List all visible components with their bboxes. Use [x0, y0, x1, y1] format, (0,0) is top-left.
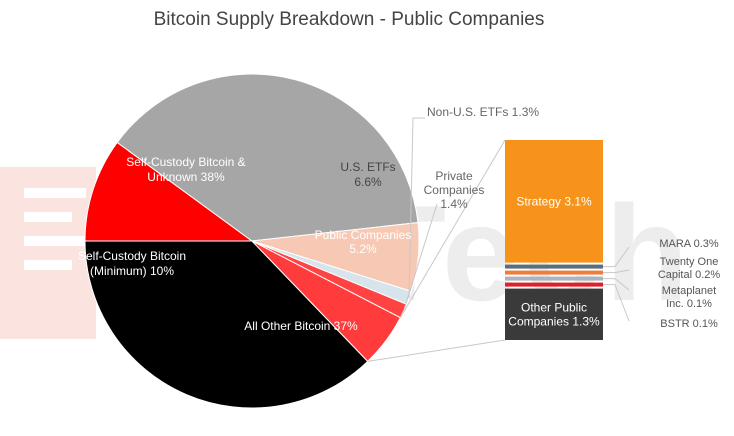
label-self-custody-unknown: Self-Custody Bitcoin & Unknown 38% [126, 155, 245, 184]
leader-line-twenty-one-capital [603, 269, 630, 274]
watermark-logo-stripe [24, 236, 86, 246]
label-bar-strategy-line: Strategy 3.1% [516, 194, 592, 208]
bar-segment-strategy [505, 140, 603, 263]
label-us-etfs-line: U.S. ETFs [340, 160, 395, 174]
leader-line-non-us-etfs [408, 117, 425, 298]
bar-segment-mara [505, 264, 603, 269]
chart-title: Bitcoin Supply Breakdown - Public Compan… [154, 9, 545, 30]
pie-slices [84, 73, 420, 409]
connector-lines [367, 117, 630, 362]
label-public-companies-line: 5.2% [349, 242, 377, 256]
bar-segment-other-public-companies [505, 288, 603, 340]
label-public-companies-line: Public Companies [315, 228, 412, 242]
label-all-other-bitcoin: All Other Bitcoin 37% [244, 319, 358, 333]
label-private-companies: Private Companies 1.4% [424, 169, 485, 211]
pie-slice-self-custody-bitcoin-unknown [116, 73, 419, 242]
label-bar-bstr-line: BSTR 0.1% [660, 318, 718, 330]
watermark-logo-stripe [24, 260, 72, 270]
label-private-companies-line: Private [435, 169, 473, 183]
watermark-logo-stripe [24, 212, 72, 222]
pie-slice-all-other-bitcoin [84, 240, 369, 409]
label-non-us-etfs: Non-U.S. ETFs 1.3% [427, 105, 539, 119]
breakdown-bar [505, 140, 603, 340]
bar-segment-bstr [505, 282, 603, 287]
label-bar-twenty-one-capital-line: Capital 0.2% [658, 269, 721, 281]
label-non-us-etfs-line: Non-U.S. ETFs 1.3% [427, 105, 539, 119]
label-bar-other-public-companies-line: Other Public [521, 300, 587, 314]
label-bar-metaplanet-inc-line: Inc. 0.1% [666, 298, 712, 310]
leader-line-private-companies [403, 203, 438, 312]
label-bar-strategy: Strategy 3.1% [516, 194, 592, 208]
label-bar-other-public-companies: Other Public Companies 1.3% [508, 300, 600, 328]
label-bar-other-public-companies-line: Companies 1.3% [508, 314, 600, 328]
label-public-companies: Public Companies 5.2% [315, 228, 412, 256]
label-us-etfs-line: 6.6% [354, 175, 382, 189]
label-bar-metaplanet-inc-line: Metaplanet [662, 285, 716, 297]
breakdown-connector-bottom [367, 339, 506, 362]
label-self-custody-unknown-line: Self-Custody Bitcoin & [126, 155, 245, 169]
bar-segment-twenty-one-capital [505, 270, 603, 275]
chart-labels: Self-Custody Bitcoin & Unknown 38%Self-Cu… [78, 105, 720, 333]
pie-slice-self-custody-bitcoin-minimum [84, 141, 254, 242]
label-all-other-bitcoin-line: All Other Bitcoin 37% [244, 319, 358, 333]
label-bar-twenty-one-capital: Twenty One Capital 0.2% [658, 256, 721, 281]
label-private-companies-line: 1.4% [440, 197, 468, 211]
watermark-logo-stripe [24, 188, 86, 198]
leader-line-metaplanet-inc [603, 278, 630, 291]
label-bar-metaplanet-inc: Metaplanet Inc. 0.1% [662, 285, 716, 310]
leader-line-mara [603, 246, 630, 268]
label-bar-twenty-one-capital-line: Twenty One [660, 256, 719, 268]
label-bar-bstr: BSTR 0.1% [660, 318, 718, 330]
label-self-custody-unknown-line: Unknown 38% [147, 170, 225, 184]
label-self-custody-minimum-line: Self-Custody Bitcoin [78, 249, 186, 263]
label-us-etfs: U.S. ETFs 6.6% [340, 160, 395, 189]
label-self-custody-minimum: Self-Custody Bitcoin (Minimum) 10% [78, 249, 186, 278]
label-self-custody-minimum-line: (Minimum) 10% [90, 264, 174, 278]
bar-segment-metaplanet-inc [505, 276, 603, 281]
label-bar-mara-line: MARA 0.3% [659, 238, 719, 250]
breakdown-connector-top [399, 139, 506, 318]
leader-line-bstr [603, 284, 630, 322]
label-bar-mara: MARA 0.3% [659, 238, 719, 250]
label-private-companies-line: Companies [424, 183, 485, 197]
